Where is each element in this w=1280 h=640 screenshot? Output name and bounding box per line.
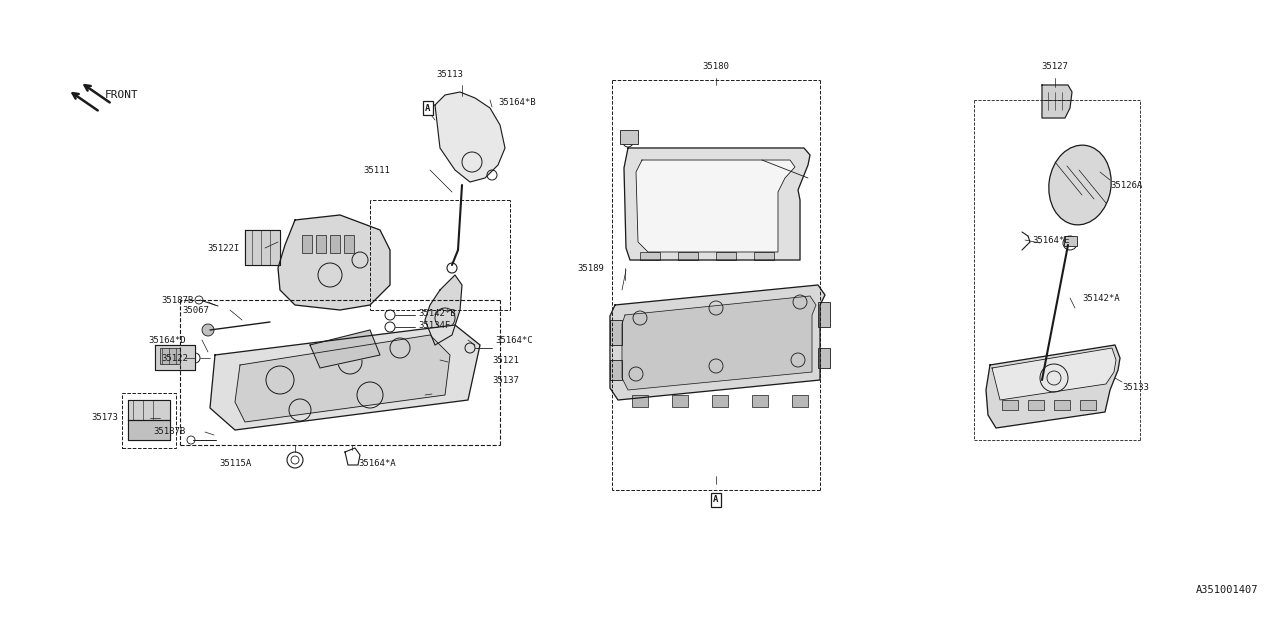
Text: 35121: 35121	[492, 355, 518, 365]
Bar	[1028, 400, 1044, 410]
Polygon shape	[210, 325, 480, 430]
Polygon shape	[425, 275, 462, 345]
Circle shape	[202, 324, 214, 336]
Text: 35067: 35067	[182, 305, 209, 314]
Bar	[122, 393, 177, 448]
Text: 35115A: 35115A	[220, 460, 252, 468]
Bar	[678, 252, 698, 260]
Bar	[302, 235, 312, 253]
Bar	[818, 302, 829, 327]
Bar	[330, 235, 340, 253]
Polygon shape	[310, 330, 380, 368]
Ellipse shape	[1048, 145, 1111, 225]
Polygon shape	[1042, 85, 1073, 118]
Text: 35164*E: 35164*E	[1032, 236, 1070, 244]
Text: A: A	[713, 495, 718, 504]
Polygon shape	[986, 345, 1120, 428]
Polygon shape	[622, 296, 817, 390]
Bar	[1053, 400, 1070, 410]
Text: 35189: 35189	[577, 264, 604, 273]
Bar	[640, 252, 660, 260]
Bar	[818, 348, 829, 368]
Polygon shape	[435, 92, 506, 182]
Bar	[620, 130, 637, 144]
Polygon shape	[236, 335, 451, 422]
Text: 35133: 35133	[1123, 383, 1149, 392]
Bar	[672, 395, 689, 407]
Text: 35122: 35122	[161, 353, 188, 362]
Bar	[611, 320, 622, 345]
Bar	[754, 252, 774, 260]
Text: 35126A: 35126A	[1110, 180, 1142, 189]
Polygon shape	[155, 345, 195, 370]
Polygon shape	[636, 160, 795, 252]
Bar	[712, 395, 728, 407]
Bar	[160, 348, 180, 364]
Bar	[792, 395, 808, 407]
Text: 35187B: 35187B	[154, 428, 186, 436]
Polygon shape	[625, 148, 810, 260]
Text: 35173: 35173	[91, 413, 118, 422]
Bar	[753, 395, 768, 407]
Polygon shape	[128, 400, 170, 420]
Text: 35111: 35111	[364, 166, 390, 175]
Polygon shape	[278, 215, 390, 310]
Text: 35164*A: 35164*A	[358, 460, 396, 468]
Text: 35142*B: 35142*B	[419, 308, 456, 317]
Bar	[611, 360, 622, 380]
Text: 35127: 35127	[1042, 61, 1069, 70]
Text: 35164*C: 35164*C	[495, 335, 532, 344]
Text: 35164*B: 35164*B	[498, 97, 535, 106]
Polygon shape	[128, 420, 170, 440]
Bar	[1080, 400, 1096, 410]
Bar	[1064, 236, 1076, 246]
Text: 35180: 35180	[703, 61, 730, 70]
Text: 35187B: 35187B	[161, 296, 195, 305]
Text: A: A	[425, 104, 430, 113]
Bar	[1002, 400, 1018, 410]
Text: 35122I: 35122I	[207, 243, 241, 253]
Polygon shape	[992, 348, 1116, 400]
Text: 35142*A: 35142*A	[1082, 294, 1120, 303]
Bar	[316, 235, 326, 253]
Bar	[344, 235, 355, 253]
Text: A351001407: A351001407	[1196, 585, 1258, 595]
Text: FRONT: FRONT	[105, 90, 138, 100]
Text: 35164*D: 35164*D	[148, 335, 186, 344]
Polygon shape	[611, 285, 826, 400]
Text: 35137: 35137	[492, 376, 518, 385]
Bar	[632, 395, 648, 407]
Bar	[716, 252, 736, 260]
Polygon shape	[244, 230, 280, 265]
Text: 35134F: 35134F	[419, 321, 451, 330]
Text: 35113: 35113	[436, 70, 463, 79]
